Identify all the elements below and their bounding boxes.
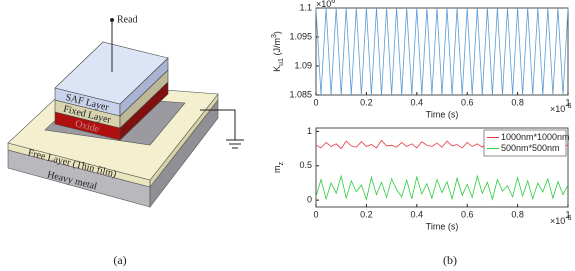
x-tick-label: 1 xyxy=(565,97,570,107)
y-axis-label: Ku1 (J/m3) xyxy=(271,31,285,72)
label-part: K xyxy=(272,66,282,72)
y-tick-label: 1.1 xyxy=(299,2,312,12)
x-multiplier: ×10-6 xyxy=(550,103,572,114)
x-tick-label: 0 xyxy=(313,97,318,107)
y-tick-label: 1.09 xyxy=(294,60,312,70)
caption: (b) xyxy=(443,253,457,267)
caption: (a) xyxy=(113,253,126,267)
label-part: ×10 xyxy=(550,104,565,114)
y-tick-label: 1.095 xyxy=(289,31,312,41)
x-multiplier: ×10-6 xyxy=(550,215,572,226)
x-tick-label: 0 xyxy=(313,209,318,219)
x-tick-label: 0.2 xyxy=(360,209,373,219)
label-part: (J/m xyxy=(272,38,282,58)
y-tick-label: 1 xyxy=(307,126,312,136)
x-tick-label: 0.8 xyxy=(511,209,524,219)
x-tick-label: 0.4 xyxy=(411,97,424,107)
label-part: ×10 xyxy=(316,0,331,9)
read-label: Read xyxy=(117,14,138,25)
plot-area xyxy=(315,7,569,96)
legend-label: 500nm*500nm xyxy=(501,143,560,153)
label-part: z xyxy=(278,162,285,166)
x-axis-label: Time (s) xyxy=(426,221,459,231)
y-tick-label: 1.085 xyxy=(289,89,312,99)
series-line xyxy=(315,7,569,96)
label-part: 6 xyxy=(331,0,335,5)
label-part: m xyxy=(272,166,282,174)
label-part: 3 xyxy=(271,34,278,38)
x-axis-label: Time (s) xyxy=(426,109,459,119)
label-part: ) xyxy=(272,31,282,34)
x-tick-label: 0.6 xyxy=(461,97,474,107)
label-part: -6 xyxy=(565,215,571,222)
label-part: u1 xyxy=(278,58,285,66)
legend-label: 1000nm*1000nm xyxy=(501,132,570,142)
y-multiplier: ×106 xyxy=(316,0,335,9)
label-part: -6 xyxy=(565,103,571,110)
x-tick-label: 0.8 xyxy=(511,97,524,107)
saf-top xyxy=(54,41,169,105)
x-tick-label: 1 xyxy=(565,209,570,219)
device-diagram: Read SAF Layer Fixed Layer Oxide Free La… xyxy=(7,14,244,208)
legend-box xyxy=(483,129,567,157)
series-line xyxy=(315,174,569,201)
x-tick-label: 0.4 xyxy=(411,209,424,219)
x-tick-label: 0.2 xyxy=(360,97,373,107)
label-part: ×10 xyxy=(550,216,565,226)
y-tick-label: 0 xyxy=(307,195,312,205)
ground-wire xyxy=(200,109,236,140)
y-tick-label: 0.5 xyxy=(299,160,312,170)
read-terminal xyxy=(110,18,114,22)
x-tick-label: 0.6 xyxy=(461,209,474,219)
y-axis-label: mz xyxy=(272,162,285,174)
